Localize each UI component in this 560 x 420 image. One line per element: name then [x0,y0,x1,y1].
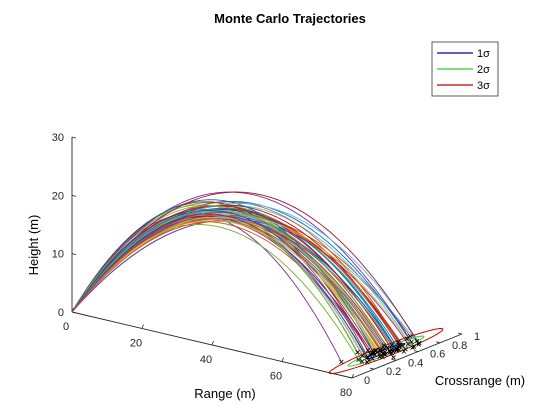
z-tick-label: 20 [52,190,64,202]
landing-marker [391,355,396,360]
legend-label: 1σ [477,48,490,60]
trajectory-line [71,224,359,361]
trajectory-line [71,214,385,349]
trajectory-line [71,208,403,347]
trajectory-line [71,209,377,351]
landing-marker [378,348,383,353]
landing-marker [401,349,407,354]
landing-marker [365,348,371,353]
trajectories [71,191,420,363]
trajectory-line [71,208,397,349]
trajectory-line [71,217,386,353]
x-tick-label: 80 [340,387,352,399]
landing-marker [403,346,408,352]
y-tick-label: 0.2 [386,366,401,378]
y-tick [369,367,375,370]
z-axis-label: Height (m) [26,215,41,276]
z-tick [71,194,77,197]
y-axis-line [351,333,463,379]
y-tick-label: 0.4 [408,357,423,369]
trajectory-line [71,205,398,351]
x-axis-label: Range (m) [194,386,255,401]
trajectory-line [71,211,391,353]
axes-box [71,136,463,379]
trajectory-line [71,202,420,344]
landing-marker [405,341,411,347]
y-tick-label: 0.8 [452,340,467,352]
y-tick [391,359,397,361]
landing-marker [370,356,375,361]
z-tick [71,311,77,314]
landing-marker [404,336,410,342]
landing-markers [339,334,422,365]
tick-labels: 0 10 20 30 0 20 40 60 80 0 0.2 0.4 0.6 0.8 1 [52,132,480,399]
chart-title: Monte Carlo Trajectories [214,11,366,26]
z-tick-label: 0 [58,307,64,319]
trajectory-line [71,199,376,355]
landing-marker [377,354,382,360]
landing-marker [381,343,387,348]
trajectory-line [71,214,413,348]
trajectory-line [71,211,368,363]
landing-marker [389,350,395,356]
landing-marker [389,347,395,352]
landing-marker [356,357,361,363]
x-tick-label: 0 [63,321,69,333]
legend-label: 2σ [477,64,490,76]
landing-marker [416,342,421,347]
trajectory-line [71,210,369,358]
x-tick-label: 60 [270,371,282,383]
trajectory-line [71,215,385,346]
y-tick [457,332,463,335]
trajectory-line [71,205,381,351]
landing-marker [382,349,388,355]
trajectory-line [71,212,363,356]
landing-marker [373,348,379,353]
x-tick-label: 40 [200,354,212,366]
y-axis-label: Crossrange (m) [435,373,525,388]
trajectory-line [71,220,381,358]
z-tick-label: 30 [52,132,64,144]
trajectory-line [71,217,373,359]
landing-marker [409,339,414,345]
x-tick [141,324,144,329]
x-tick-label: 20 [130,338,142,350]
landing-marker [407,334,413,339]
landing-marker [365,354,371,360]
x-tick [281,357,284,362]
landing-marker [389,343,395,348]
z-tick [71,136,77,139]
z-tick-label: 10 [52,249,64,261]
landing-marker [360,353,365,359]
y-tick [435,341,441,344]
legend: 1σ 2σ 3σ [431,41,499,97]
z-tick [71,253,77,256]
y-tick [413,350,419,352]
landing-marker [369,351,375,356]
y-tick-label: 0.6 [430,349,445,361]
landing-marker [399,343,405,349]
landing-marker [414,338,420,344]
landing-marker [359,359,365,364]
y-tick-label: 0 [364,375,370,387]
landing-marker [393,345,398,351]
x-tick [211,340,214,346]
landing-marker [355,349,360,355]
x-tick [351,373,354,379]
legend-label: 3σ [477,80,490,92]
landing-marker [410,345,415,350]
y-tick-label: 1 [474,331,480,343]
y-tick [347,376,353,379]
landing-marker [339,359,344,365]
trajectory-line [71,191,418,342]
landing-marker [385,345,390,350]
